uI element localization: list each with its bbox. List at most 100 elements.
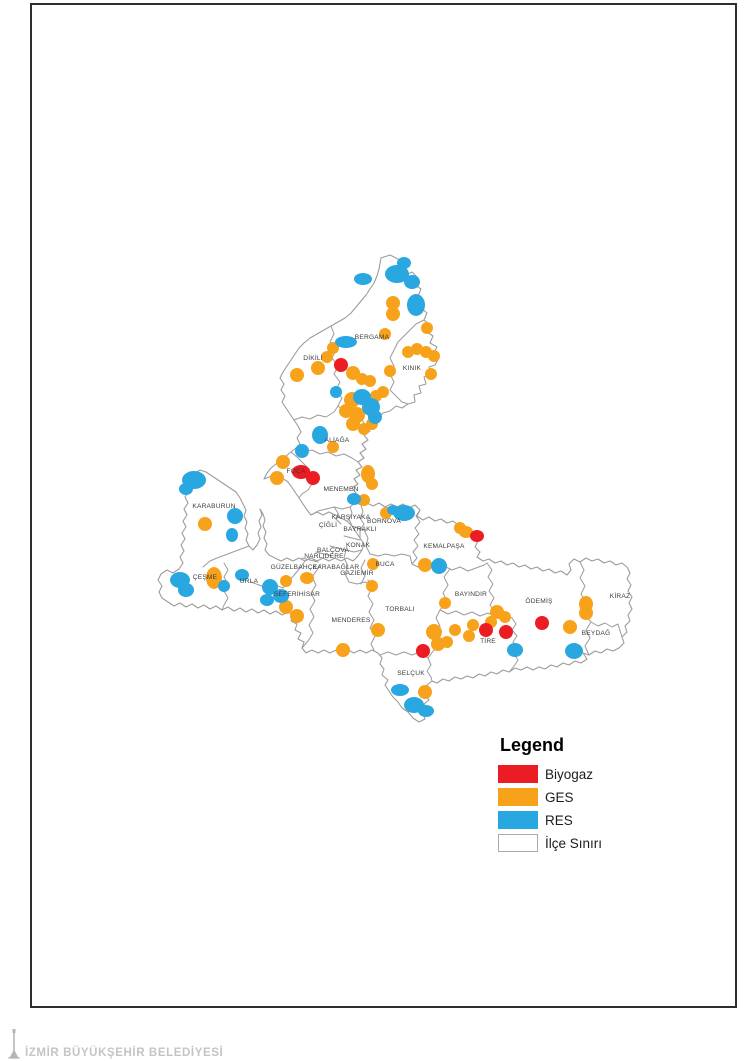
legend-swatch [498, 834, 538, 852]
legend-title: Legend [500, 735, 565, 755]
facility-dot-biyogaz [306, 471, 320, 485]
district-label-bayindir: BAYINDIR [455, 591, 487, 598]
district-label-buca: BUCA [375, 561, 395, 568]
facility-dot-res [260, 594, 274, 606]
facility-dot-res [330, 386, 342, 398]
facility-dot-ges [499, 611, 511, 623]
facility-dot-ges [321, 351, 333, 363]
district-label-bergama: BERGAMA [355, 334, 390, 341]
facility-dot-res [391, 684, 409, 696]
facility-dot-res [226, 528, 238, 542]
facility-dots-res [170, 257, 583, 717]
legend-item: İlçe Sınırı [498, 834, 658, 852]
legend-item: GES [498, 788, 658, 806]
facility-dot-res [262, 579, 278, 595]
district-labels: BERGAMA DİKİLİ KINIK ALİAĞA FOÇA MENEMEN KARAB… [192, 334, 630, 677]
facility-dot-res [347, 493, 361, 505]
facility-dot-res [335, 336, 357, 348]
facility-dot-ges [441, 636, 453, 648]
facility-dot-ges [336, 643, 350, 657]
facility-dot-ges [418, 685, 432, 699]
facility-dot-ges [206, 567, 222, 589]
facility-dot-biyogaz [499, 625, 513, 639]
legend-item-label: GES [545, 789, 574, 805]
facility-dot-ges [463, 630, 475, 642]
facility-dot-res [431, 558, 447, 574]
facility-dots-ges [198, 296, 593, 699]
facility-dot-res [227, 508, 243, 524]
district-label-beydağ: BEYDAĞ [582, 628, 611, 637]
facility-dot-ges [198, 517, 212, 531]
facility-dot-res [312, 426, 328, 444]
district-label-kemalpaşa: KEMALPAŞA [423, 543, 465, 550]
facility-dot-ges [386, 296, 400, 310]
district-label-çeşme: ÇEŞME [193, 574, 218, 581]
district-label-bayrakli: BAYRAKLI [343, 526, 376, 533]
facility-dot-ges [300, 572, 314, 584]
district-label-karşiyaka: KARŞIYAKA [332, 514, 371, 521]
facility-dot-ges [425, 368, 437, 380]
district-label-güzelbahçe: GÜZELBAHÇE [271, 563, 318, 571]
district-label-ti̇re: TİRE [480, 636, 496, 645]
legend-swatch [498, 765, 538, 783]
facility-dot-ges [449, 624, 461, 636]
facility-dot-ges [459, 526, 473, 538]
district-label-kinik: KINIK [403, 365, 422, 372]
legend-item-label: Biyogaz [545, 766, 594, 782]
facility-dot-res [295, 444, 309, 458]
facility-dot-ges [421, 322, 433, 334]
facility-dot-biyogaz [479, 623, 493, 637]
district-label-gazi̇emi̇r: GAZİEMİR [340, 568, 374, 577]
district-label-selçuk: SELÇUK [397, 670, 425, 677]
facility-dot-res [354, 273, 372, 285]
facility-dot-ges [563, 620, 577, 634]
facility-dot-res [407, 294, 425, 316]
facility-dot-ges [270, 471, 284, 485]
facility-dot-res [235, 569, 249, 581]
facility-dot-biyogaz [334, 358, 348, 372]
province-outline [157, 254, 633, 723]
legend-swatch [498, 811, 538, 829]
facility-dot-res [273, 589, 289, 603]
facility-dot-biyogaz [535, 616, 549, 630]
district-label-karaburun: KARABURUN [192, 503, 235, 510]
facility-dot-ges [366, 580, 378, 592]
district-label-narlidere: NARLIDERE [304, 553, 344, 560]
facility-dots-biyogaz [292, 358, 549, 658]
district-label-bornova: BORNOVA [367, 518, 401, 525]
facility-dot-ges [327, 342, 339, 354]
district-boundaries [157, 254, 633, 723]
facility-dot-biyogaz [292, 465, 310, 479]
facility-dot-ges [279, 600, 293, 614]
facility-dot-ges [364, 375, 376, 387]
facility-dot-biyogaz [470, 530, 484, 542]
facility-dot-res [418, 705, 434, 717]
facility-dot-ges [276, 455, 290, 469]
facility-dot-ges [290, 609, 304, 623]
facility-dot-ges [379, 328, 391, 340]
district-label-urla: URLA [240, 578, 259, 585]
district-label-di̇ki̇li̇: DİKİLİ [303, 353, 323, 362]
facility-dot-res [507, 643, 523, 657]
facility-dot-ges [358, 494, 370, 506]
district-label-ali̇ağa: ALİAĞA [324, 435, 349, 444]
district-label-konak: KONAK [346, 542, 370, 549]
facility-dot-res [178, 583, 194, 597]
facility-dot-ges [439, 597, 451, 609]
facility-dot-ges [280, 575, 292, 587]
facility-dot-res [565, 643, 583, 659]
district-label-menemen: MENEMEN [323, 486, 358, 493]
facility-dot-ges [386, 307, 400, 321]
district-label-ki̇raz: KİRAZ [610, 591, 630, 600]
legend: Legend Biyogaz GES RES İlçe Sınırı [498, 735, 658, 858]
facility-dot-ges [367, 558, 379, 570]
facility-dot-ges [346, 366, 360, 380]
facility-dot-ges [290, 368, 304, 382]
legend-swatch [498, 788, 538, 806]
facility-dot-ges [327, 441, 339, 453]
district-label-torbali: TORBALI [385, 606, 415, 613]
facility-dot-ges [371, 623, 385, 637]
facility-dot-ges [418, 558, 432, 572]
